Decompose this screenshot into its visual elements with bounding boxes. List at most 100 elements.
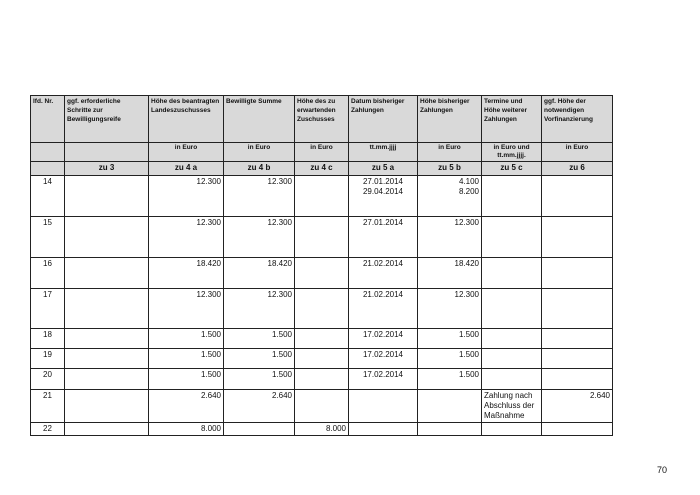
payment-amounts-cell: 1.500: [417, 348, 482, 369]
expected-grant-cell: [294, 368, 349, 390]
lfd-nr-cell: 17: [30, 288, 65, 329]
lfd-nr-cell: 20: [30, 368, 65, 390]
approved-amount-cell: 2.640: [223, 389, 295, 423]
further-payments-cell: [481, 288, 542, 329]
steps-cell: [64, 328, 149, 349]
hdr-row: lfd. Nr. ggf. erforderliche Schritte zur …: [30, 95, 613, 143]
expected-grant-cell: [294, 216, 349, 258]
payment-dates-cell: 27.01.2014 29.04.2014: [348, 175, 418, 217]
steps-cell: [64, 175, 149, 217]
prefinancing-cell: [541, 175, 613, 217]
prefinancing-cell: [541, 422, 613, 436]
payment-dates-cell: 27.01.2014: [348, 216, 418, 258]
lfd-nr-cell: lfd. Nr.: [30, 95, 65, 143]
steps-cell: [64, 389, 149, 423]
further-payments-cell: [481, 257, 542, 289]
steps-cell: [64, 368, 149, 390]
approved-amount-cell: 12.300: [223, 216, 295, 258]
prefinancing-cell: 2.640: [541, 389, 613, 423]
payment-amounts-cell: [417, 389, 482, 423]
payment-amounts-cell: Höhe bisheriger Zahlungen: [417, 95, 482, 143]
further-payments-cell: [481, 348, 542, 369]
payment-amounts-cell: 12.300: [417, 288, 482, 329]
approved-amount-cell: Bewilligte Summe: [223, 95, 295, 143]
payment-dates-cell: 17.02.2014: [348, 328, 418, 349]
further-payments-cell: [481, 216, 542, 258]
expected-grant-cell: [294, 348, 349, 369]
expected-grant-cell: [294, 389, 349, 423]
requested-amount-cell: 2.640: [148, 389, 224, 423]
approved-amount-cell: in Euro: [223, 142, 295, 162]
approved-amount-cell: [223, 422, 295, 436]
payment-amounts-cell: 1.500: [417, 368, 482, 390]
prefinancing-cell: [541, 257, 613, 289]
payment-dates-cell: [348, 422, 418, 436]
table-row: 19 1.500 1.500 17.02.2014 1.500: [30, 348, 613, 369]
payment-amounts-cell: in Euro: [417, 142, 482, 162]
further-payments-cell: Zahlung nach Abschluss der Maßnahme: [481, 389, 542, 423]
steps-cell: [64, 422, 149, 436]
prefinancing-cell: [541, 328, 613, 349]
table-row: 17 12.300 12.300 21.02.2014 12.300: [30, 288, 613, 329]
prefinancing-cell: [541, 216, 613, 258]
requested-amount-cell: 1.500: [148, 368, 224, 390]
steps-cell: [64, 216, 149, 258]
payment-dates-cell: tt.mm.jjjj: [348, 142, 418, 162]
table-row: 21 2.640 2.640 Zahlung nach Abschluss der M…: [30, 389, 613, 423]
lfd-nr-cell: 15: [30, 216, 65, 258]
prefinancing-cell: ggf. Höhe der notwendigen Vorfinanzierun…: [541, 95, 613, 143]
lfd-nr-cell: [30, 142, 65, 162]
prefinancing-cell: [541, 368, 613, 390]
expected-grant-cell: [294, 257, 349, 289]
approved-amount-cell: 1.500: [223, 368, 295, 390]
payment-dates-cell: 17.02.2014: [348, 368, 418, 390]
expected-grant-cell: 8.000: [294, 422, 349, 436]
prefinancing-cell: [541, 288, 613, 329]
steps-cell: [64, 142, 149, 162]
payment-dates-cell: 21.02.2014: [348, 257, 418, 289]
approved-amount-cell: zu 4 b: [223, 161, 295, 176]
requested-amount-cell: Höhe des beantragten Landeszuschusses: [148, 95, 224, 143]
expected-grant-cell: [294, 288, 349, 329]
further-payments-cell: Termine und Höhe weiterer Zahlungen: [481, 95, 542, 143]
requested-amount-cell: in Euro: [148, 142, 224, 162]
approved-amount-cell: 12.300: [223, 175, 295, 217]
lfd-nr-cell: [30, 161, 65, 176]
payment-amounts-cell: 12.300: [417, 216, 482, 258]
further-payments-cell: [481, 328, 542, 349]
further-payments-cell: zu 5 c: [481, 161, 542, 176]
requested-amount-cell: 12.300: [148, 175, 224, 217]
lfd-nr-cell: 19: [30, 348, 65, 369]
table-row: 15 12.300 12.300 27.01.2014 12.300: [30, 216, 613, 258]
ref-row: zu 3 zu 4 a zu 4 b zu 4 c zu 5 a zu 5 b zu 5 c…: [30, 161, 613, 176]
further-payments-cell: in Euro und tt.mm.jjjj.: [481, 142, 542, 162]
lfd-nr-cell: 14: [30, 175, 65, 217]
steps-cell: [64, 348, 149, 369]
payment-dates-cell: [348, 389, 418, 423]
steps-cell: ggf. erforderliche Schritte zur Bewillig…: [64, 95, 149, 143]
payment-amounts-cell: zu 5 b: [417, 161, 482, 176]
expected-grant-cell: in Euro: [294, 142, 349, 162]
approved-amount-cell: 12.300: [223, 288, 295, 329]
prefinancing-cell: in Euro: [541, 142, 613, 162]
payment-amounts-cell: 4.100 8.200: [417, 175, 482, 217]
table-row: 20 1.500 1.500 17.02.2014 1.500: [30, 368, 613, 390]
further-payments-cell: [481, 368, 542, 390]
lfd-nr-cell: 21: [30, 389, 65, 423]
requested-amount-cell: 1.500: [148, 348, 224, 369]
lfd-nr-cell: 18: [30, 328, 65, 349]
requested-amount-cell: 12.300: [148, 288, 224, 329]
further-payments-cell: [481, 175, 542, 217]
steps-cell: zu 3: [64, 161, 149, 176]
requested-amount-cell: 18.420: [148, 257, 224, 289]
requested-amount-cell: zu 4 a: [148, 161, 224, 176]
payment-amounts-cell: 18.420: [417, 257, 482, 289]
prefinancing-cell: [541, 348, 613, 369]
requested-amount-cell: 8.000: [148, 422, 224, 436]
payment-dates-cell: zu 5 a: [348, 161, 418, 176]
approved-amount-cell: 1.500: [223, 328, 295, 349]
lfd-nr-cell: 22: [30, 422, 65, 436]
payment-dates-cell: Datum bisheriger Zahlungen: [348, 95, 418, 143]
expected-grant-cell: [294, 328, 349, 349]
payment-dates-cell: 21.02.2014: [348, 288, 418, 329]
